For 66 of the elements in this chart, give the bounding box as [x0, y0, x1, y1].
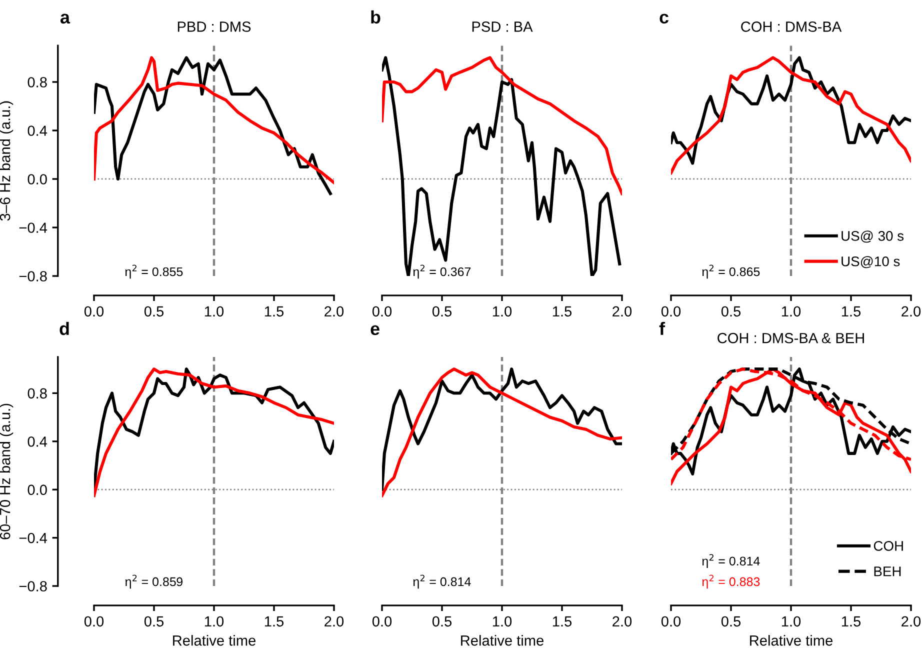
annotation: η$^{2}$ = 0.865	[702, 264, 760, 279]
x-tick-label: 0.0	[372, 306, 392, 317]
x-tick-label: 0.5	[144, 306, 164, 317]
x-tick-label: 1.5	[552, 306, 572, 317]
x-axis-title: Relative time	[750, 635, 832, 646]
annotation: η$^{2}$ = 0.855	[125, 264, 183, 279]
annotation: η$^{2}$ = 0.883	[702, 574, 760, 589]
text: b	[371, 10, 380, 24]
x-tick-label: 1.0	[492, 616, 512, 627]
y-axis-title: 3–6 Hz band (a.u.)	[0, 101, 14, 221]
y-tick-label: 0.8	[28, 388, 47, 399]
x-tick-label: 1.0	[782, 306, 801, 317]
x-tick-label: 1.0	[204, 616, 224, 627]
x-tick-label: 0.5	[721, 306, 741, 317]
x-tick-label: 2.0	[612, 616, 632, 627]
text: a	[60, 14, 70, 24]
x-tick-label: 0.5	[144, 616, 164, 627]
x-tick-label: 1.5	[264, 306, 284, 317]
x-tick-label: 1.0	[492, 306, 512, 317]
annotation: η$^{2}$ = 0.367	[413, 264, 471, 279]
x-axis-title: Relative time	[461, 635, 544, 646]
x-tick-label: 1.5	[842, 306, 861, 317]
legend-label: COH	[874, 541, 903, 551]
legend-label: BEH	[874, 566, 901, 576]
x-tick-label: 1.5	[552, 616, 572, 627]
y-tick-label: 0.0	[28, 174, 47, 184]
chart-title: PSD : BA	[472, 22, 533, 32]
legend-label: US@ 30 s	[842, 230, 904, 243]
y-tick-label: −0.4	[19, 532, 48, 544]
text: f	[659, 322, 666, 335]
x-tick-label: 0.0	[372, 616, 392, 627]
x-tick-label: 0.0	[84, 306, 104, 317]
x-tick-label: 2.0	[324, 616, 344, 627]
chart-title: COH : DMS-BA & BEH	[718, 332, 864, 344]
x-tick-label: 0.5	[432, 306, 452, 317]
annotation: η$^{2}$ = 0.814	[702, 554, 760, 568]
x-tick-label: 0.0	[84, 616, 104, 627]
x-tick-label: 0.0	[661, 306, 681, 317]
x-tick-label: 2.0	[324, 306, 344, 317]
x-tick-label: 0.0	[661, 616, 681, 627]
x-tick-label: 0.5	[432, 616, 452, 627]
annotation: η$^{2}$ = 0.859	[125, 574, 183, 589]
y-tick-label: −0.4	[19, 222, 48, 233]
x-tick-label: 1.0	[204, 306, 224, 317]
x-tick-label: 0.5	[721, 616, 741, 627]
x-tick-label: 2.0	[902, 306, 921, 317]
x-tick-label: 1.0	[782, 616, 801, 627]
legend-label: US@10 s	[842, 256, 900, 268]
text: c	[660, 14, 669, 24]
y-tick-label: 0.8	[28, 77, 47, 88]
x-tick-label: 2.0	[612, 306, 632, 317]
x-tick-label: 1.5	[842, 616, 861, 627]
y-axis-title: 60–70 Hz band (a.u.)	[0, 404, 14, 540]
y-tick-label: 0.0	[28, 484, 47, 496]
annotation: η$^{2}$ = 0.814	[413, 574, 471, 589]
text: d	[60, 322, 69, 336]
x-tick-label: 2.0	[902, 616, 921, 627]
y-tick-label: −0.8	[19, 581, 47, 592]
y-tick-label: −0.8	[19, 271, 47, 282]
chart-title: COH : DMS-BA	[741, 22, 842, 32]
y-tick-label: 0.4	[28, 436, 48, 447]
text: e	[370, 325, 380, 336]
chart-title: PBD : DMS	[178, 22, 251, 32]
x-tick-label: 1.5	[264, 616, 284, 627]
x-axis-title: Relative time	[173, 635, 256, 646]
y-tick-label: 0.4	[28, 126, 48, 136]
